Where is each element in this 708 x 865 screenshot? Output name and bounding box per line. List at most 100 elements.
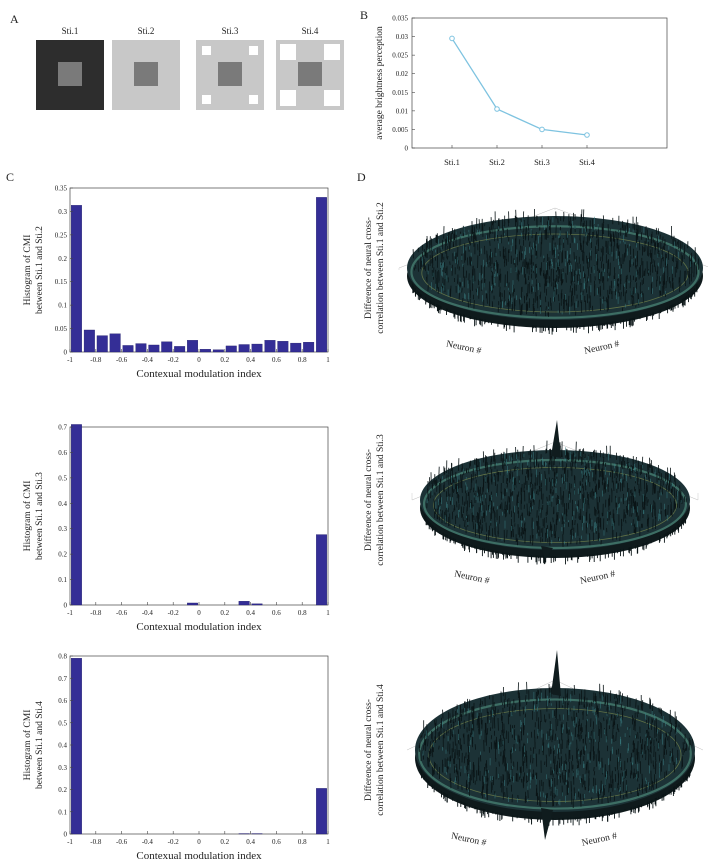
cmi-histogram-sti3: 0 0.1 0.2 0.3 0.4 0.5 0.6 0.7 -1 -0.8 -0.6 -0.4 -0.2… [22,424,330,634]
y-tick-label: 0.4 [58,742,67,750]
stimulus-center-square [134,62,158,86]
y-tick-label: 0.7 [58,424,67,432]
x-tick-label: Sti.3 [534,157,550,167]
series-line [451,38,588,136]
histogram-bar [251,343,263,353]
x-axis-label: Contexual modulation index [136,850,262,862]
x-tick-label: -0.2 [168,838,180,846]
y-tick-label: 0.5 [58,474,67,482]
x-tick-label: -0.4 [142,609,154,617]
x-tick-label: -0.8 [90,609,102,617]
y-tick-label: 0 [64,349,68,357]
z-axis-label: Difference of neural cross- [363,217,374,319]
histogram-bar [200,349,211,353]
y-tick-label: 0.6 [58,697,67,705]
stimulus-center-square [298,62,322,86]
y-tick-label: 0.035 [392,15,408,23]
histogram-bar [148,344,160,353]
brightness-line-chart: 0 0.005 0.01 0.015 0.02 0.025 0.03 0.035 Sti.1 St… [375,15,668,167]
y-tick-label: 0.1 [58,808,67,816]
x-tick-label: 0.2 [220,609,229,617]
histogram-bar [264,340,276,353]
x-tick-label: -0.4 [142,838,154,846]
surface-noise [426,440,687,547]
x-tick-label: -0.2 [168,356,180,364]
diagonal-spike-up [551,650,561,696]
histogram-bar [251,603,263,606]
y-axis-label: between Sti.1 and Sti.2 [35,226,45,314]
histogram-bar [187,340,198,353]
surface-rim-yellow [433,467,677,543]
stimulus-image [276,40,344,110]
z-axis-label: correlation between Sti.1 and Sti.3 [376,434,386,566]
crosscorr-surface-sti3: Neuron # Neuron # Difference of neural cro… [363,420,699,587]
stimulus-corner-square [249,95,258,104]
histogram-bar [71,658,82,835]
x-tick-label: 0.2 [220,356,229,364]
data-point [449,35,455,42]
crosscorr-surface-sti2: Neuron # Neuron # Difference of neural cro… [363,202,708,357]
y-tick-label: 0 [405,145,409,153]
plot-frame [69,187,329,353]
x-tick-label: Sti.2 [489,157,505,167]
histogram-bar [238,601,250,606]
y-tick-label: 0.8 [58,653,67,661]
data-point [539,126,545,133]
y-tick-label: 0.15 [55,278,68,286]
histogram-bar [109,333,121,353]
data-point [494,106,500,112]
cmi-histogram-sti2: 0 0.05 0.1 0.15 0.2 0.25 0.3 0.35 -1 -0.8 -0.6 -0.4… [22,185,330,381]
y-tick-label: 0.015 [392,89,408,97]
y-tick-label: 0.005 [392,126,408,134]
y-tick-label: 0 [64,602,68,610]
x-tick-label: Sti.4 [579,157,596,167]
surface-noise [418,681,693,808]
x-tick-label: 0.2 [220,838,229,846]
y-tick-label: 0.25 [55,231,68,239]
histogram-bar [212,349,224,353]
x-tick-label: 0 [197,609,201,617]
x-axis-label: Contexual modulation index [136,621,262,633]
x-tick-label: 0 [197,838,201,846]
x-tick-label: 1 [326,609,330,617]
stimulus-center-square [58,62,82,86]
histogram-bar [187,602,198,606]
y-axis-label: Histogram of CMI [22,710,33,781]
cmi-histogram-sti4: 0 0.1 0.2 0.3 0.4 0.5 0.6 0.7 0.8 -1 -0.8 -0.6 -0.4 -… [22,653,330,863]
surface-noise-highlight [422,216,694,315]
y-axis-label: between Sti.1 and Sti.4 [35,701,45,789]
x-tick-label: 0.4 [246,609,255,617]
histogram-bar [303,342,315,353]
x-tick-label: 0.4 [246,838,255,846]
y-tick-label: 0.2 [58,786,67,794]
stimulus-corner-square [202,95,211,104]
x-tick-label: 0.4 [246,356,255,364]
z-axis-label: correlation between Sti.1 and Sti.4 [376,684,386,816]
stimulus-corner-square [202,46,211,55]
surface-top [407,216,703,320]
histogram-bar [174,346,186,353]
histogram-bar [161,341,173,353]
z-axis-label: Difference of neural cross- [363,449,374,551]
x-tick-label: Sti.1 [444,157,460,167]
panel-label-a: A [10,12,19,26]
y-tick-label: 0.01 [396,107,409,115]
histogram-bar [277,341,289,353]
plot-frame [69,426,329,606]
surface-fringe [412,283,698,335]
histogram-bar [238,344,250,353]
y-tick-label: 0.3 [58,208,67,216]
surface-noise-highlight [422,691,678,806]
x-axis-label: Neuron # [453,569,490,586]
stimulus-image [196,40,264,110]
x-tick-label: -1 [67,356,73,364]
x-tick-label: 0.6 [272,838,281,846]
stimulus-label: Sti.1 [61,26,79,36]
surface-noise [412,209,700,317]
stimulus-label: Sti.3 [221,26,239,36]
x-tick-label: -0.8 [90,838,102,846]
surface-rim-highlight [422,458,688,550]
y-axis-label: Histogram of CMI [22,235,33,306]
stimulus-corner-square [280,90,296,106]
x-tick-label: -1 [67,838,73,846]
